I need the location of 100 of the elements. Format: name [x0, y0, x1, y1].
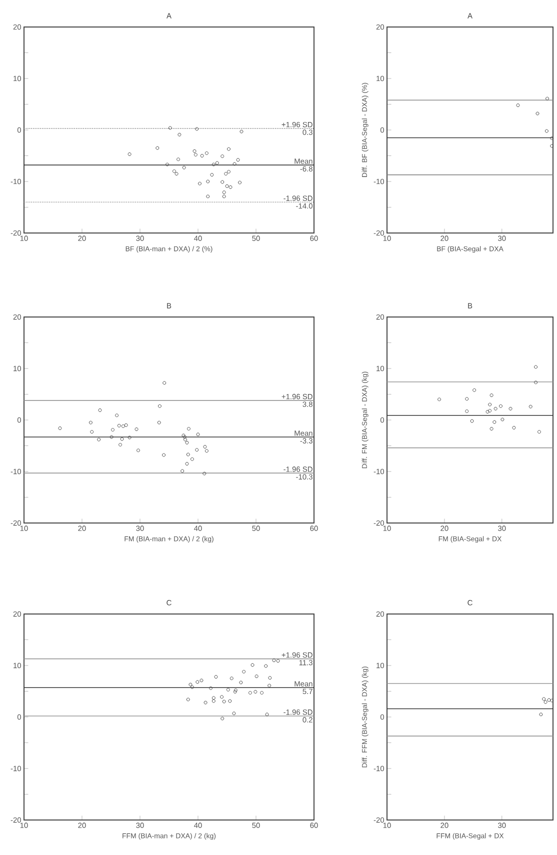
point	[490, 394, 494, 398]
point	[536, 112, 540, 116]
point	[183, 438, 187, 442]
point	[157, 420, 161, 424]
point	[214, 675, 218, 679]
point	[204, 151, 208, 155]
point	[115, 414, 119, 418]
point	[97, 438, 101, 442]
point	[162, 453, 166, 457]
point	[186, 698, 190, 702]
point	[239, 680, 243, 684]
point	[242, 670, 246, 674]
point	[465, 397, 469, 401]
point	[128, 152, 132, 156]
point	[238, 180, 242, 184]
point	[240, 130, 244, 134]
point	[254, 690, 258, 694]
point	[228, 185, 232, 189]
point	[204, 449, 208, 453]
point	[542, 697, 546, 701]
point	[438, 398, 442, 402]
point	[220, 154, 224, 158]
point	[225, 184, 229, 188]
point	[490, 427, 494, 430]
point	[182, 434, 186, 438]
point	[190, 685, 194, 689]
point	[212, 696, 216, 700]
point	[196, 680, 200, 684]
point	[200, 678, 204, 682]
point	[272, 658, 276, 662]
point	[516, 104, 520, 108]
point	[550, 136, 554, 140]
point	[222, 700, 226, 704]
point	[215, 161, 219, 165]
point	[128, 436, 132, 440]
point	[190, 457, 194, 461]
point	[236, 158, 240, 162]
point	[120, 437, 124, 441]
point	[508, 406, 512, 410]
point	[264, 664, 268, 668]
point	[182, 166, 186, 170]
point	[220, 716, 224, 720]
point	[124, 423, 128, 427]
point	[186, 452, 190, 456]
point	[226, 170, 230, 174]
point	[156, 146, 160, 150]
point	[134, 428, 138, 432]
point	[204, 700, 208, 704]
point	[544, 129, 548, 133]
point	[176, 158, 180, 162]
point	[534, 380, 538, 384]
point	[210, 173, 214, 177]
point	[254, 674, 258, 678]
point	[488, 408, 492, 412]
point	[110, 435, 114, 439]
point	[202, 472, 206, 476]
point	[178, 132, 182, 136]
point	[198, 182, 202, 186]
point	[228, 699, 232, 703]
point	[168, 126, 172, 130]
point	[470, 419, 474, 423]
point	[268, 684, 272, 688]
point	[203, 445, 207, 449]
point	[494, 406, 498, 410]
point	[498, 404, 502, 408]
point	[117, 424, 121, 428]
point	[196, 432, 200, 436]
point	[192, 149, 196, 153]
point	[220, 695, 224, 699]
point	[162, 381, 166, 385]
point	[136, 448, 140, 452]
point	[465, 409, 469, 413]
point	[90, 430, 94, 434]
point	[200, 154, 204, 158]
point	[539, 712, 543, 716]
point	[185, 440, 189, 444]
point	[220, 180, 224, 184]
point	[547, 698, 551, 702]
point	[172, 169, 176, 173]
point	[209, 686, 213, 690]
point	[88, 420, 92, 424]
point	[550, 698, 554, 702]
point	[550, 144, 554, 148]
point	[222, 190, 226, 194]
point	[185, 462, 189, 466]
point	[206, 194, 210, 198]
point	[174, 172, 178, 176]
point	[121, 424, 125, 428]
point	[195, 448, 199, 452]
point	[534, 365, 538, 369]
point	[276, 659, 280, 663]
point	[188, 682, 192, 686]
point	[472, 388, 476, 392]
point	[265, 712, 269, 716]
point	[260, 691, 264, 695]
point	[118, 442, 122, 446]
point	[537, 430, 541, 434]
point	[486, 410, 490, 414]
point	[226, 688, 230, 692]
point	[268, 676, 272, 680]
